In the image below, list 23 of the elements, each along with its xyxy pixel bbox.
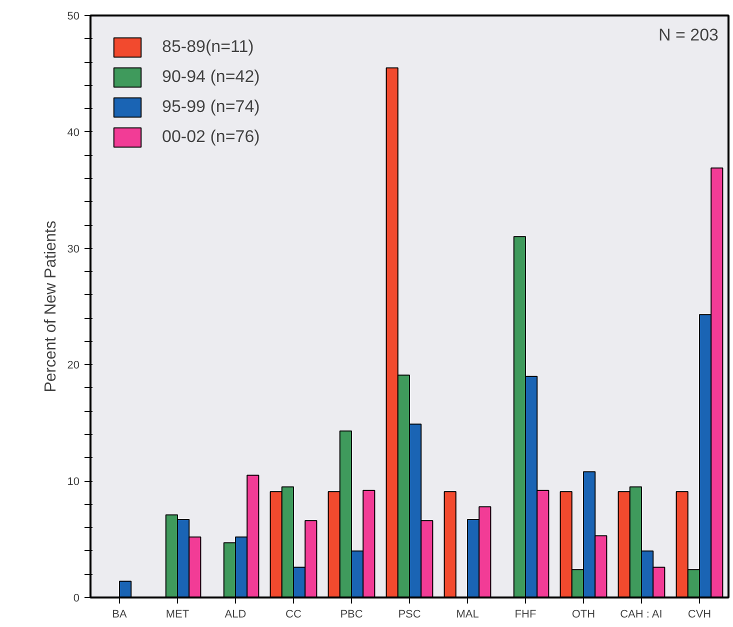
- legend-label: 00-02 (n=76): [162, 127, 260, 147]
- x-tick-label: MET: [166, 608, 190, 620]
- y-tick-label: 40: [67, 126, 80, 139]
- x-tick-label: PSC: [398, 608, 421, 620]
- x-tick-label: CVH: [688, 608, 712, 620]
- x-tick-label: FHF: [514, 608, 536, 620]
- y-tick-label: 0: [73, 592, 80, 604]
- legend-label: 95-99 (n=74): [162, 97, 260, 117]
- x-tick-label: PBC: [340, 608, 363, 620]
- y-tick-label: 20: [67, 360, 80, 372]
- annotation: N = 203: [658, 26, 718, 44]
- legend-label: 85-89(n=11): [162, 37, 254, 57]
- x-tick-label: ALD: [224, 608, 246, 620]
- x-tick-label: OTH: [572, 608, 596, 620]
- y-tick-label: 30: [67, 243, 80, 256]
- y-tick-label: 50: [67, 10, 80, 22]
- x-tick-label: MAL: [456, 608, 479, 620]
- legend-label: 90-94 (n=42): [162, 67, 260, 87]
- x-tick-label: CC: [286, 608, 302, 620]
- x-tick-label: CAH : AI: [620, 608, 662, 620]
- y-axis-title: Percent of New Patients: [42, 220, 60, 392]
- x-tick-label: BA: [112, 608, 128, 620]
- y-tick-label: 10: [67, 476, 80, 488]
